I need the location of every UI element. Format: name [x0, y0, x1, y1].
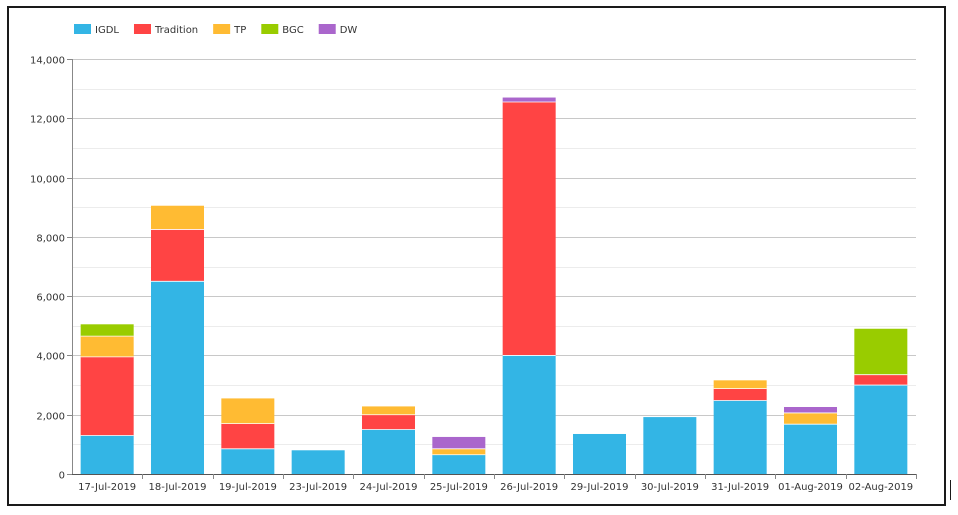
bar-segment-dw[interactable]	[432, 436, 486, 449]
y-tick-label: 10,000	[30, 175, 65, 186]
bar-segment-dw[interactable]	[502, 97, 556, 102]
bar-segment-igdl[interactable]	[713, 400, 767, 474]
legend-label[interactable]: DW	[340, 25, 358, 36]
bar-segment-tp[interactable]	[80, 336, 134, 357]
bar-segment-bgc[interactable]	[80, 324, 134, 337]
x-tick-label: 17-Jul-2019	[78, 482, 136, 493]
bar-segment-tp[interactable]	[362, 406, 415, 415]
y-tick-label: 12,000	[30, 115, 65, 126]
x-tick-label: 30-Jul-2019	[641, 482, 699, 493]
x-tick-label: 29-Jul-2019	[570, 482, 628, 493]
bar-segment-tradition[interactable]	[713, 388, 767, 401]
bar-segment-dw[interactable]	[784, 407, 837, 413]
bar-segment-tp[interactable]	[432, 448, 486, 455]
frame-edge-mark	[950, 480, 951, 500]
bar-segment-tradition[interactable]	[80, 356, 134, 436]
bar-segment-tp[interactable]	[221, 398, 275, 424]
legend-label[interactable]: BGC	[282, 25, 303, 36]
bar-segment-tradition[interactable]	[151, 229, 204, 282]
legend-swatch-bgc[interactable]	[261, 24, 279, 34]
bar-segment-igdl[interactable]	[784, 424, 837, 474]
legend-swatch-tp[interactable]	[213, 24, 231, 34]
y-tick-label: 14,000	[30, 56, 65, 67]
bar-segment-igdl[interactable]	[432, 454, 486, 474]
x-tick-label: 01-Aug-2019	[778, 482, 843, 493]
y-tick-label: 0	[59, 471, 65, 482]
x-tick-label: 18-Jul-2019	[148, 482, 206, 493]
legend-label[interactable]: Tradition	[154, 25, 198, 36]
legend-label[interactable]: TP	[233, 25, 246, 36]
legend-label[interactable]: IGDL	[95, 25, 119, 36]
x-tick-label: 26-Jul-2019	[500, 482, 558, 493]
bar-segment-igdl[interactable]	[502, 355, 556, 474]
x-tick-label: 25-Jul-2019	[430, 482, 488, 493]
legend: IGDL Tradition TP BGC DW	[74, 24, 357, 36]
y-tick-label: 6,000	[36, 293, 65, 304]
bar-segment-igdl[interactable]	[643, 417, 697, 474]
bar-segment-tradition[interactable]	[502, 101, 556, 356]
bar-segment-tradition[interactable]	[221, 423, 275, 449]
legend-swatch-tradition[interactable]	[133, 24, 151, 34]
y-tick-label: 8,000	[36, 234, 65, 245]
bar-segment-igdl[interactable]	[291, 450, 345, 474]
bar-segment-tp[interactable]	[713, 380, 767, 389]
bar-segment-igdl[interactable]	[362, 429, 415, 474]
y-tick-label: 2,000	[36, 412, 65, 423]
y-tick-label: 4,000	[36, 352, 65, 363]
bar-segment-bgc[interactable]	[854, 328, 908, 375]
bar-segment-igdl[interactable]	[573, 433, 626, 474]
bar-segment-tp[interactable]	[151, 205, 204, 230]
bar-segment-tradition[interactable]	[854, 374, 908, 386]
bar-segment-igdl[interactable]	[80, 435, 134, 474]
bars	[80, 97, 908, 474]
axes: 0 2,000 4,000 6,000 8,000 10,000 12,000 14,000 1…	[30, 56, 917, 493]
bar-segment-igdl[interactable]	[151, 281, 204, 474]
x-tick-label: 31-Jul-2019	[711, 482, 769, 493]
bar-segment-igdl[interactable]	[854, 385, 908, 474]
x-tick-label: 02-Aug-2019	[848, 482, 913, 493]
grid-lines	[72, 59, 916, 445]
legend-swatch-igdl[interactable]	[74, 24, 91, 34]
legend-swatch-dw[interactable]	[318, 24, 336, 34]
bar-segment-tp[interactable]	[784, 412, 837, 425]
bar-segment-tradition[interactable]	[362, 414, 415, 430]
bar-segment-igdl[interactable]	[221, 448, 275, 474]
x-tick-label: 23-Jul-2019	[289, 482, 347, 493]
x-tick-label: 24-Jul-2019	[359, 482, 417, 493]
x-tick-label: 19-Jul-2019	[219, 482, 277, 493]
